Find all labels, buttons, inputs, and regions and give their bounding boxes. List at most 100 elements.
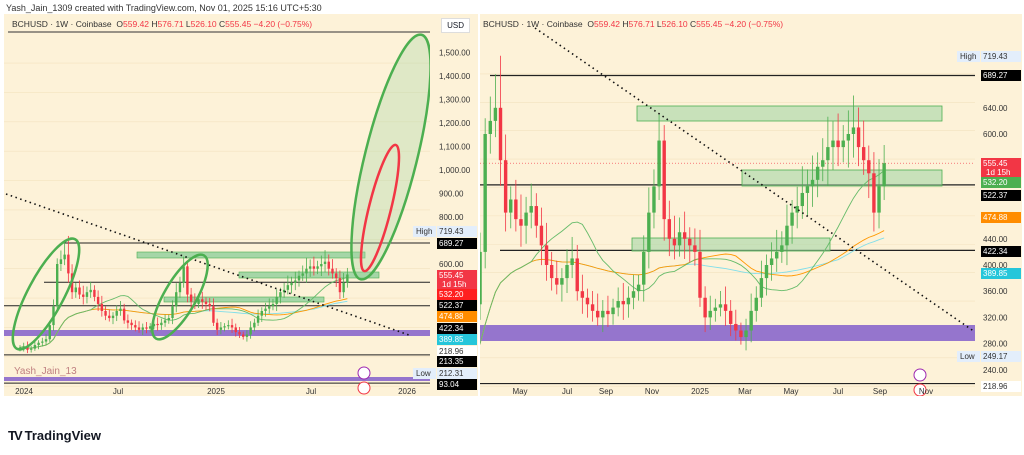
zone-rect bbox=[163, 296, 325, 303]
open-value: 559.42 bbox=[123, 19, 150, 29]
x-tick-label: Mar bbox=[738, 387, 752, 396]
candle-body bbox=[570, 258, 574, 265]
candle-body bbox=[544, 245, 549, 265]
candle-body bbox=[204, 301, 208, 304]
x-tick-label: Jul bbox=[833, 387, 843, 396]
candle-body bbox=[642, 251, 646, 285]
candle-body bbox=[483, 134, 487, 252]
countdown-label: 1d 15h bbox=[442, 280, 466, 289]
x-tick-label: Jul bbox=[562, 387, 572, 396]
price-label: 689.27 bbox=[439, 239, 464, 248]
extreme-tag-bg bbox=[413, 226, 436, 237]
price-label-bg bbox=[437, 379, 477, 390]
candle-body bbox=[56, 264, 59, 307]
candle-body bbox=[734, 323, 738, 331]
candle-body bbox=[514, 199, 518, 220]
candle-body bbox=[137, 327, 141, 330]
y-tick-label: 400.00 bbox=[983, 261, 1008, 270]
candle-body bbox=[826, 147, 830, 161]
extreme-tag-bg bbox=[957, 51, 980, 62]
candle-body bbox=[851, 127, 856, 134]
candle-body bbox=[141, 327, 144, 330]
price-label: 474.88 bbox=[983, 213, 1008, 222]
candle-body bbox=[780, 245, 784, 252]
price-label: 389.85 bbox=[439, 335, 464, 344]
price-label: 218.96 bbox=[439, 347, 464, 356]
candle-body bbox=[565, 265, 569, 279]
candle-body bbox=[856, 127, 861, 148]
y-tick-label: 600.00 bbox=[983, 130, 1008, 139]
price-label-bg bbox=[981, 177, 1021, 188]
projection-ellipse bbox=[350, 33, 432, 281]
price-label-bg bbox=[981, 190, 1021, 201]
right-symbol-header: BCHUSD · 1W · Coinbase O559.42 H576.71 L… bbox=[483, 19, 784, 29]
candle-body bbox=[728, 310, 733, 324]
candle-body bbox=[149, 326, 152, 329]
candle-body bbox=[238, 332, 241, 335]
price-label: 422.34 bbox=[983, 247, 1008, 256]
candle-body bbox=[585, 297, 590, 305]
candle-body bbox=[867, 160, 871, 174]
candle-body bbox=[89, 289, 92, 293]
price-label: 689.27 bbox=[983, 71, 1008, 80]
price-label: 532.20 bbox=[983, 178, 1008, 187]
left-chart-canvas[interactable]: Yash_Jain_13 1,500.00 1,400.00 1,300.00 1,20… bbox=[4, 14, 478, 396]
candle-body bbox=[662, 140, 666, 220]
candle-body bbox=[215, 322, 219, 330]
candle-body bbox=[769, 258, 774, 265]
candle-body bbox=[672, 238, 677, 246]
candle-body bbox=[96, 296, 100, 304]
candle-body bbox=[882, 163, 886, 187]
candle-body bbox=[48, 325, 51, 340]
candle-body bbox=[575, 258, 579, 292]
candle-body bbox=[286, 285, 290, 290]
candle-body bbox=[115, 311, 118, 316]
price-label-bg bbox=[981, 246, 1021, 257]
candle-body bbox=[78, 287, 81, 295]
candle-body bbox=[152, 323, 156, 327]
price-label-bg bbox=[981, 381, 1021, 392]
candle-body bbox=[44, 339, 48, 342]
tradingview-logo[interactable]: TV TradingView bbox=[8, 428, 101, 443]
candle-body bbox=[759, 278, 764, 298]
candle-body bbox=[652, 186, 656, 213]
candle-body bbox=[301, 273, 304, 276]
right-chart-canvas[interactable]: 640.00 600.00 440.00 400.00 360.00 320.00 280.… bbox=[480, 14, 1022, 396]
candle-body bbox=[182, 266, 185, 283]
candle-body bbox=[616, 301, 620, 308]
candle-body bbox=[846, 134, 851, 141]
price-label: 719.43 bbox=[983, 52, 1008, 61]
y-tick-label: 1,300.00 bbox=[439, 96, 471, 105]
candle-body bbox=[160, 322, 163, 326]
extreme-tag-bg bbox=[957, 351, 980, 362]
currency-button[interactable]: USD bbox=[441, 18, 470, 33]
right-chart-panel[interactable]: 640.00 600.00 440.00 400.00 360.00 320.00 280.… bbox=[480, 14, 1022, 396]
zone-rect bbox=[636, 105, 943, 122]
event-icon bbox=[357, 366, 371, 380]
candle-body bbox=[294, 280, 297, 283]
candle-body bbox=[234, 327, 237, 333]
candle-body bbox=[249, 327, 252, 335]
candle-body bbox=[703, 297, 707, 318]
close-value: 555.45 bbox=[225, 19, 252, 29]
flag-event-icon bbox=[913, 383, 927, 396]
candle-body bbox=[677, 232, 682, 246]
y-tick-label: 1,500.00 bbox=[439, 49, 471, 58]
candle-body bbox=[539, 225, 544, 246]
candle-body bbox=[560, 278, 564, 285]
candle-body bbox=[764, 265, 769, 279]
candle-body bbox=[749, 310, 753, 331]
x-tick-label: Nov bbox=[919, 387, 933, 396]
left-chart-panel[interactable]: Yash_Jain_13 1,500.00 1,400.00 1,300.00 1,20… bbox=[4, 14, 478, 396]
candle-body bbox=[308, 266, 312, 269]
price-label-bg bbox=[437, 346, 477, 357]
price-label: 555.45 bbox=[983, 159, 1008, 168]
candle-body bbox=[256, 315, 260, 323]
x-tick-label: 2025 bbox=[691, 387, 709, 396]
y-tick-label: 440.00 bbox=[983, 235, 1008, 244]
price-label: 93.04 bbox=[439, 380, 460, 389]
candle-body bbox=[111, 315, 115, 319]
price-label-bg bbox=[437, 238, 477, 249]
candle-body bbox=[59, 259, 63, 264]
price-label: 522.37 bbox=[983, 191, 1008, 200]
